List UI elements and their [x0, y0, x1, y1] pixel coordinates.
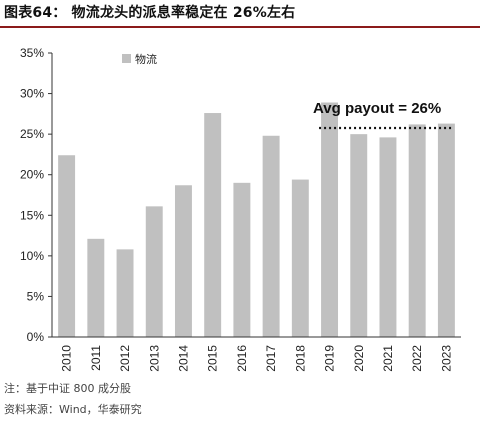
y-tick-label: 35% [20, 46, 44, 60]
legend-swatch [122, 54, 131, 63]
bars-group [58, 102, 455, 337]
title-divider [0, 26, 480, 28]
bar-2022 [408, 124, 426, 337]
avg-annotation-label: Avg payout = 26% [313, 100, 441, 117]
bar-2018 [291, 179, 309, 337]
legend: 物流 [122, 52, 157, 66]
x-tick-label: 2017 [264, 345, 278, 372]
y-tick-label: 15% [20, 208, 44, 222]
y-tick-label: 30% [20, 87, 44, 101]
figure-title: 图表64： 物流龙头的派息率稳定在 26%左右 [4, 5, 296, 21]
x-tick-label: 2012 [118, 345, 132, 372]
bar-2020 [350, 134, 368, 337]
bar-2019 [321, 102, 339, 337]
x-tick-label: 2023 [439, 345, 453, 372]
bar-2014 [174, 185, 192, 337]
legend-label: 物流 [135, 52, 157, 66]
bar-2017 [262, 135, 280, 337]
source-note: 资料来源：Wind，华泰研究 [4, 403, 142, 416]
y-tick-label: 0% [27, 330, 45, 344]
bar-2015 [204, 113, 222, 337]
y-tick-label: 5% [27, 289, 45, 303]
x-tick-label: 2010 [60, 345, 74, 372]
bar-2023 [437, 123, 455, 337]
x-tick-label: 2021 [381, 345, 395, 372]
x-tick-label: 2011 [89, 345, 103, 371]
x-tick-label: 2019 [323, 345, 337, 372]
x-tick-label: 2020 [352, 345, 366, 372]
avg-annotation: Avg payout = 26% [313, 100, 453, 130]
y-tick-label: 20% [20, 168, 44, 182]
bar-2016 [233, 182, 251, 337]
x-tick-label: 2018 [293, 345, 307, 372]
bar-2013 [145, 206, 163, 337]
x-tick-label: 2013 [147, 345, 161, 372]
bar-2011 [87, 238, 105, 337]
x-axis: 2010 2011 2012 2013 2014 2015 2016 2017 2018 2019… [52, 336, 461, 372]
bar-2012 [116, 249, 134, 337]
x-tick-label: 2015 [206, 345, 220, 372]
y-tick-label: 25% [20, 127, 44, 141]
y-axis: 0% 5% 10% 15% 20% 25% 30% 35% [20, 46, 53, 344]
x-tick-label: 2022 [410, 345, 424, 372]
x-tick-label: 2016 [235, 345, 249, 372]
x-tick-label: 2014 [176, 345, 190, 372]
y-tick-label: 10% [20, 249, 44, 263]
footnote: 注：基于中证 800 成分股 [4, 382, 131, 395]
bar-2021 [379, 137, 397, 337]
bar-2010 [58, 155, 76, 337]
